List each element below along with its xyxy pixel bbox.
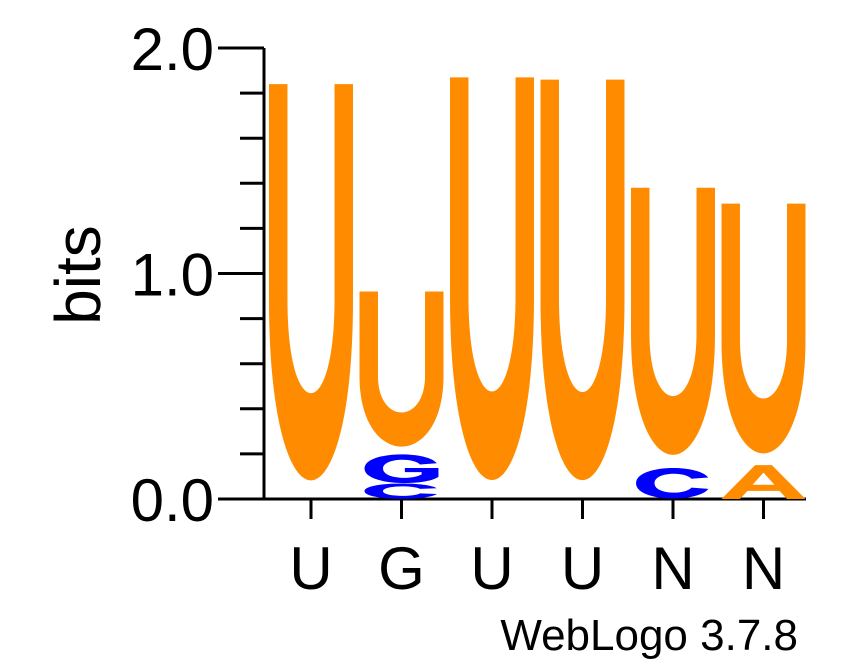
x-tick-label: N — [651, 535, 694, 602]
logo-letters — [269, 77, 806, 499]
y-ticks — [218, 46, 264, 501]
logo-letter-u — [721, 203, 806, 454]
logo-letter-u — [540, 79, 625, 481]
x-tick-label: U — [289, 535, 332, 602]
y-tick-label: 1.0 — [131, 242, 214, 309]
logo-letter-g — [364, 454, 439, 484]
y-tick-label: 0.0 — [131, 467, 214, 534]
x-tick-label: U — [561, 535, 604, 602]
x-tick-label: U — [470, 535, 513, 602]
logo-letter-u — [631, 187, 715, 455]
y-tick-labels: 0.0 1.0 2.0 — [131, 16, 214, 534]
x-ticks — [309, 499, 765, 519]
logo-letter-c — [364, 483, 437, 499]
logo-letter-a — [721, 465, 806, 499]
weblogo-version-label: WebLogo 3.7.8 — [500, 611, 798, 660]
y-tick-label: 2.0 — [131, 16, 214, 83]
logo-letter-c — [636, 467, 709, 499]
logo-letter-u — [269, 84, 353, 481]
x-tick-label: G — [378, 535, 425, 602]
logo-letter-u — [450, 77, 534, 481]
x-tick-label: N — [742, 535, 785, 602]
logo-letter-u — [359, 291, 444, 447]
y-axis-label: bits — [42, 225, 114, 325]
